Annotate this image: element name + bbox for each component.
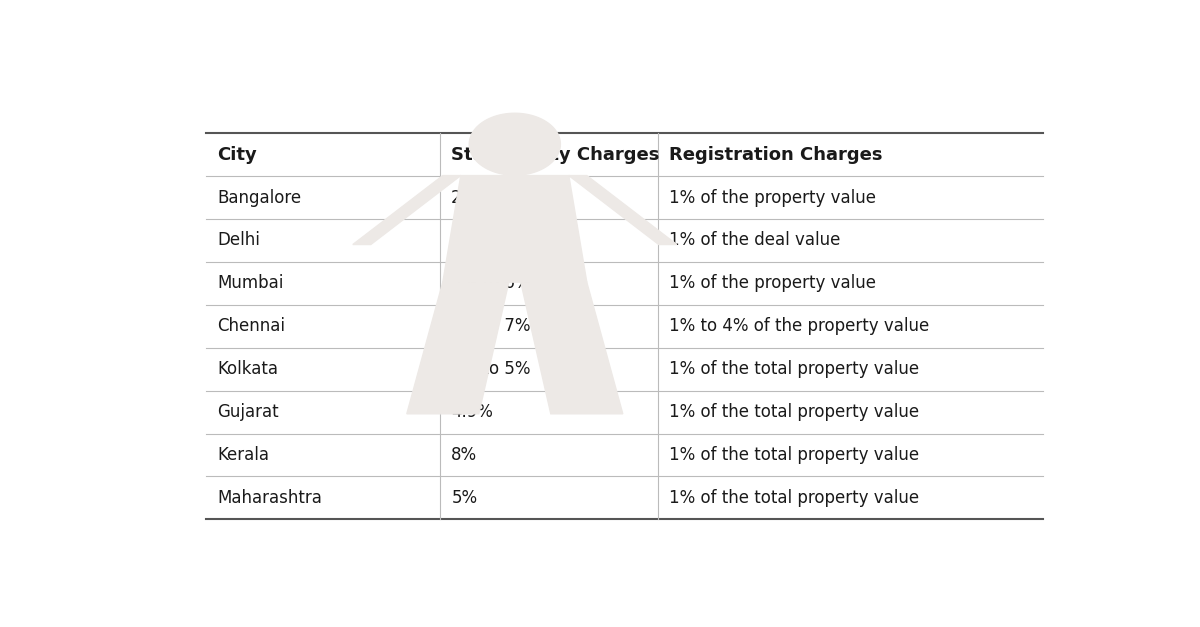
Text: 1% of the total property value: 1% of the total property value xyxy=(668,403,919,421)
Text: 1% to 7%: 1% to 7% xyxy=(451,317,530,335)
Polygon shape xyxy=(353,176,461,245)
Text: 4.9%: 4.9% xyxy=(451,403,493,421)
Text: 1% of the deal value: 1% of the deal value xyxy=(668,231,840,250)
Text: Maharashtra: Maharashtra xyxy=(217,489,322,507)
Text: Mumbai: Mumbai xyxy=(217,275,283,292)
Text: Registration Charges: Registration Charges xyxy=(668,145,882,164)
Text: Kerala: Kerala xyxy=(217,446,269,464)
Text: City: City xyxy=(217,145,257,164)
Polygon shape xyxy=(443,176,587,282)
Text: 1% to 4% of the property value: 1% to 4% of the property value xyxy=(668,317,929,335)
Text: 3% to 6%: 3% to 6% xyxy=(451,275,530,292)
Text: Bangalore: Bangalore xyxy=(217,189,301,206)
Text: 1% of the total property value: 1% of the total property value xyxy=(668,446,919,464)
Text: 1% of the property value: 1% of the property value xyxy=(668,189,876,206)
Text: 3% to 5%: 3% to 5% xyxy=(451,360,530,378)
Text: 8%: 8% xyxy=(451,446,478,464)
Polygon shape xyxy=(469,113,560,175)
Text: Kolkata: Kolkata xyxy=(217,360,278,378)
Text: 4% to 6%: 4% to 6% xyxy=(451,231,530,250)
Polygon shape xyxy=(407,282,509,414)
Text: 1% of the property value: 1% of the property value xyxy=(668,275,876,292)
Text: 1% of the total property value: 1% of the total property value xyxy=(668,489,919,507)
Text: 5%: 5% xyxy=(451,489,478,507)
Text: Stamp Duty Charges: Stamp Duty Charges xyxy=(451,145,660,164)
Polygon shape xyxy=(569,176,677,245)
Polygon shape xyxy=(521,282,623,414)
Text: Delhi: Delhi xyxy=(217,231,260,250)
Text: Chennai: Chennai xyxy=(217,317,284,335)
Text: Gujarat: Gujarat xyxy=(217,403,278,421)
Text: 2% to 3%: 2% to 3% xyxy=(451,189,530,206)
Text: 1% of the total property value: 1% of the total property value xyxy=(668,360,919,378)
